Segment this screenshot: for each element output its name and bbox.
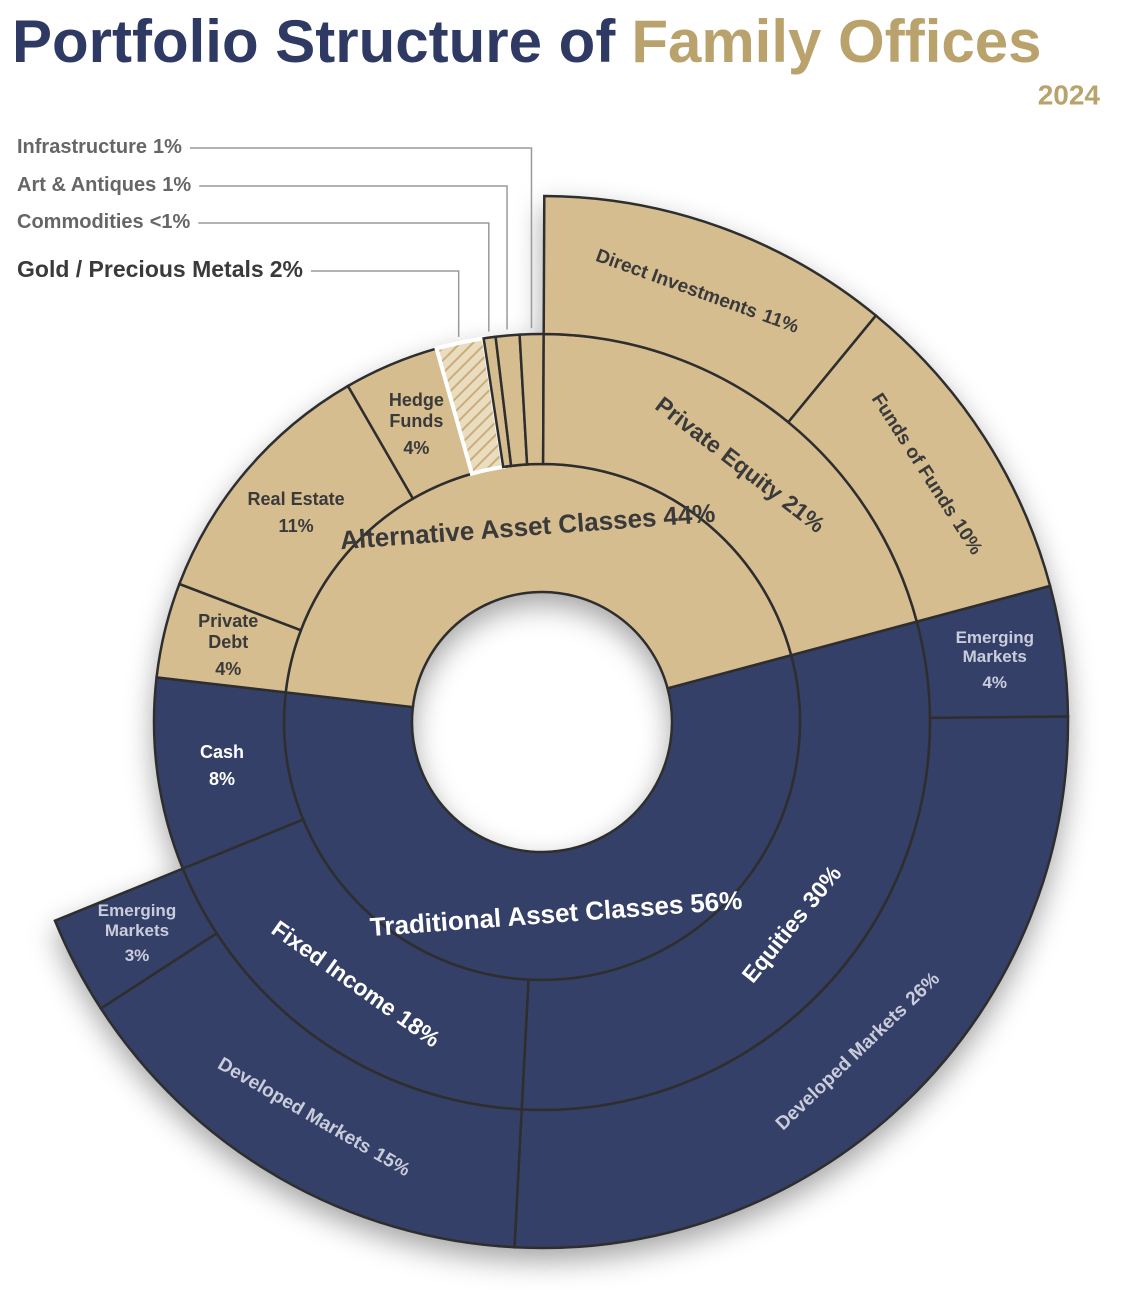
leader-line: [189, 147, 533, 329]
label-name: Emerging Markets: [955, 627, 1034, 667]
leader-line: [310, 270, 460, 337]
label-name: Emerging Markets: [97, 901, 177, 940]
sunburst: [53, 194, 1070, 1250]
label-value: 4%: [982, 672, 1008, 692]
label-value: 44%: [662, 498, 716, 532]
label-name: Gold / Precious Metals: [17, 256, 264, 282]
label-box: Hedge Funds 4%: [364, 379, 468, 469]
label-value: 1%: [162, 174, 191, 196]
segment-label: Real Estate 11%: [244, 468, 348, 558]
label-box: Real Estate 11%: [244, 468, 348, 558]
label-name: Commodities: [17, 211, 144, 233]
segment-label: Emerging Markets 4%: [943, 615, 1047, 705]
label-box: Emerging Markets 4%: [943, 615, 1047, 705]
segment: [513, 715, 1070, 1250]
label-box: Private Debt 4%: [176, 600, 280, 690]
label-value: 4%: [215, 658, 242, 679]
segment: [786, 313, 1052, 624]
label-name: Infrastructure: [17, 136, 147, 158]
leader-line: [198, 222, 490, 332]
label-value: 56%: [689, 885, 743, 919]
segment-label: Hedge Funds 4%: [364, 379, 468, 469]
leader-label: Art & Antiques 1%: [17, 174, 191, 196]
segment-label: Cash 8%: [170, 721, 274, 811]
label-value: 11%: [278, 515, 314, 536]
leader-line: [199, 185, 508, 330]
label-name: Cash: [199, 742, 244, 763]
chart-title: Portfolio Structure of Family Offices: [12, 8, 1041, 75]
label-name: Art & Antiques: [17, 174, 156, 196]
label-value: 3%: [124, 946, 150, 966]
segment-label: Emerging Markets 3%: [85, 889, 189, 979]
leader-label: Gold / Precious Metals 2%: [17, 256, 303, 282]
segment: [53, 866, 219, 1011]
leader-label: Infrastructure 1%: [17, 136, 182, 158]
label-value: 4%: [403, 437, 430, 458]
label-value: 8%: [208, 768, 235, 789]
label-box: Cash 8%: [170, 721, 274, 811]
label-value: 2%: [270, 256, 303, 282]
chart-subtitle: 2024: [1038, 79, 1101, 110]
label-name: Real Estate: [247, 488, 345, 509]
leader-label: Commodities <1%: [17, 211, 190, 233]
segment-label: Private Debt 4%: [176, 600, 280, 690]
label-box: Emerging Markets 3%: [85, 889, 189, 979]
title-highlight: Family Offices: [631, 8, 1041, 75]
label-name: Private Debt: [198, 611, 259, 653]
label-value: 1%: [153, 136, 182, 158]
label-name: Hedge Funds: [388, 390, 444, 432]
label-value: <1%: [150, 211, 191, 233]
title-main: Portfolio Structure of: [12, 8, 616, 75]
